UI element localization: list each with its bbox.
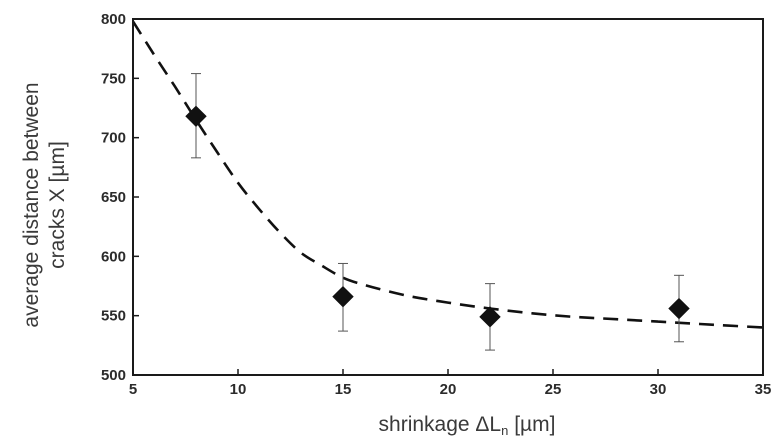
- fit-curve: [131, 20, 764, 329]
- error-bars-layer: [191, 73, 684, 351]
- axes-layer: [132, 18, 764, 376]
- x-tick-label: 5: [129, 381, 137, 398]
- x-tick-label: 15: [335, 381, 352, 398]
- y-axis-title-line1: average distance between: [20, 82, 43, 327]
- data-points-layer: [185, 105, 690, 328]
- x-tick-label: 20: [440, 381, 457, 398]
- x-tick-label: 25: [545, 381, 562, 398]
- y-tick-label: 750: [101, 70, 126, 87]
- x-tick-label: 35: [755, 381, 772, 398]
- y-tick-label: 650: [101, 189, 126, 206]
- y-tick-label: 550: [101, 308, 126, 325]
- y-tick-label: 800: [101, 11, 126, 28]
- tick-labels-layer: 5 10 15 20 25 30 35 500 550 600 650 700 750 800: [101, 11, 771, 398]
- x-axis-title-subscript: n: [501, 423, 508, 437]
- data-point: [332, 285, 354, 308]
- fit-curve-layer: [131, 20, 764, 329]
- x-axis-title-unit: [µm]: [508, 413, 555, 436]
- plot-frame: [132, 18, 764, 376]
- data-point: [479, 306, 501, 328]
- y-axis-title-line2: cracks X [µm]: [46, 141, 69, 269]
- x-tick-label: 10: [230, 381, 247, 398]
- y-tick-label: 500: [101, 367, 126, 384]
- x-axis-title: shrinkage ΔLn [µm]: [379, 413, 556, 437]
- y-tick-label: 600: [101, 248, 126, 265]
- data-point: [185, 105, 207, 128]
- x-tick-label: 30: [650, 381, 667, 398]
- y-tick-label: 700: [101, 130, 126, 147]
- data-point: [668, 297, 690, 320]
- y-axis-title: average distance between cracks X [µm]: [20, 82, 69, 327]
